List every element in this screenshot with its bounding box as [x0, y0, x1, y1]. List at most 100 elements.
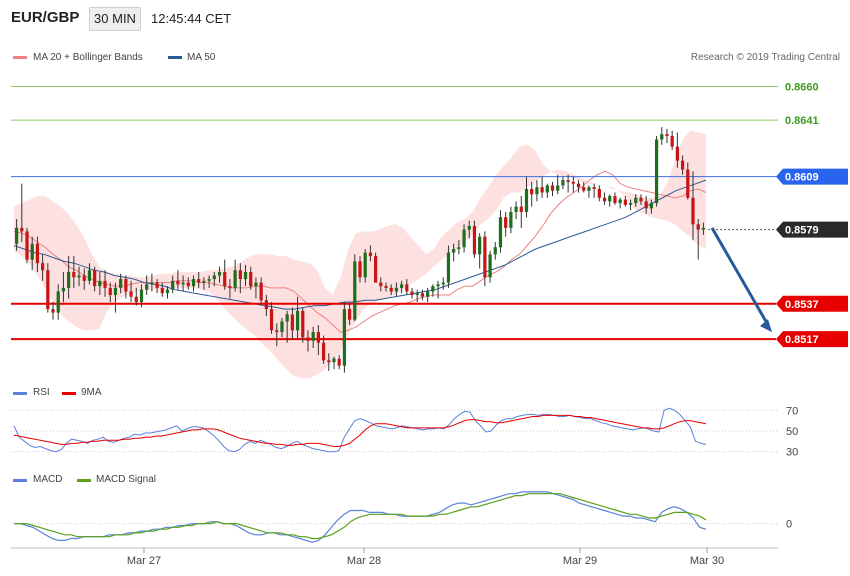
ma50-legend-swatch [168, 56, 182, 59]
candle-body [155, 282, 159, 288]
candle-body [353, 261, 357, 320]
candle-body [337, 358, 341, 366]
candle-body [321, 342, 326, 361]
candle-body [691, 197, 695, 225]
candle-body [561, 180, 565, 186]
candle-body [587, 187, 591, 191]
macd-line [14, 491, 707, 543]
candle-body [566, 180, 570, 182]
candle-body [264, 300, 268, 310]
candle-body [41, 263, 45, 271]
candle-body [358, 261, 362, 278]
candle-body [103, 280, 107, 288]
candle-body [14, 227, 19, 244]
candle-body [379, 282, 383, 287]
candle-body [51, 309, 55, 313]
candle-body [493, 247, 497, 255]
candle-body [285, 314, 289, 322]
copyright-text: Research © 2019 Trading Central [690, 52, 840, 63]
candle-body [400, 284, 404, 288]
macd-legend-label: MACD [33, 474, 63, 485]
candle-body [176, 280, 180, 285]
candle-body [540, 187, 544, 193]
candle-body [67, 272, 71, 288]
candle-body [410, 291, 414, 295]
chart-header: EUR/GBP 30 MIN 12:45:44 CET [0, 0, 850, 36]
candle-body [519, 206, 523, 212]
candle-body [665, 134, 669, 136]
candle-body [181, 282, 185, 285]
candle-body [514, 206, 518, 212]
candle-body [347, 309, 352, 320]
candle-body [327, 360, 331, 363]
candle-body [306, 337, 310, 341]
candle-body [545, 185, 549, 193]
candle-body [249, 272, 253, 287]
candle-body [446, 252, 451, 283]
candle-body [483, 236, 487, 278]
candle-body [623, 199, 627, 205]
ma50-legend-label: MA 50 [187, 52, 216, 63]
rsi-tick-label: 50 [786, 426, 798, 438]
candle-body [426, 291, 430, 297]
candle-body [608, 196, 612, 202]
candle-body [415, 293, 419, 295]
candle-body [311, 332, 315, 341]
candle-body [129, 291, 133, 297]
candle-body [93, 270, 97, 287]
candle-body [342, 309, 347, 366]
candle-body [654, 139, 659, 204]
candle-body [119, 279, 123, 288]
candle-body [556, 185, 560, 191]
candle-body [25, 231, 29, 260]
candle-body [467, 226, 471, 230]
price-label-box [776, 295, 848, 312]
candle-body [223, 272, 227, 287]
resistance-label: 0.8641 [785, 115, 819, 127]
candle-body [202, 280, 206, 283]
timeframe-button[interactable]: 30 MIN [89, 7, 141, 31]
candle-body [680, 160, 685, 170]
bollinger-band-area [14, 130, 706, 378]
forecast-arrow-head [760, 319, 772, 333]
candle-body [509, 211, 513, 228]
candle-body [634, 197, 638, 204]
symbol-title: EUR/GBP [11, 9, 80, 26]
price-label-box [776, 221, 848, 238]
rsi-line [13, 407, 707, 453]
candle-body [405, 284, 409, 292]
candle-body [139, 289, 144, 303]
rsi-tick-label: 30 [786, 447, 798, 459]
candle-body [233, 270, 237, 288]
candle-body [436, 284, 440, 287]
candle-body [280, 321, 284, 333]
ma20-legend-label: MA 20 + Bollinger Bands [33, 52, 143, 63]
candle-body [87, 270, 92, 281]
candle-body [145, 284, 149, 290]
candle-body [160, 287, 164, 294]
candle-body [576, 183, 581, 188]
rsi-tick-label: 70 [786, 405, 798, 417]
clock-time: 12:45:44 CET [151, 11, 232, 26]
price-label-text: 0.8537 [785, 299, 819, 311]
candle-body [592, 187, 596, 189]
candle-body [207, 279, 211, 281]
candle-body [504, 217, 508, 228]
candle-body [20, 227, 24, 232]
ma20-line [13, 170, 707, 333]
candle-body [124, 279, 128, 292]
x-tick-label: Mar 28 [347, 555, 381, 567]
candle-body [290, 314, 294, 331]
price-label-box [776, 168, 848, 185]
candle-body [613, 196, 617, 204]
candle-body [30, 243, 34, 260]
signal-legend-label: MACD Signal [96, 474, 157, 485]
candle-body [191, 279, 196, 287]
candle-body [628, 203, 633, 205]
signal-legend-swatch [77, 479, 91, 482]
candle-body [602, 197, 607, 202]
candle-body [134, 296, 138, 303]
macd-legend-swatch [13, 479, 27, 482]
candle-body [108, 287, 112, 295]
